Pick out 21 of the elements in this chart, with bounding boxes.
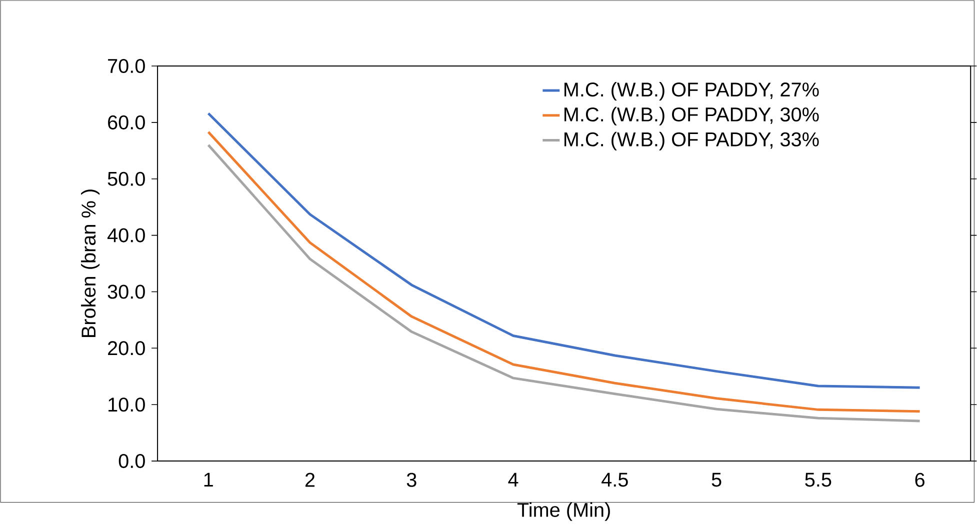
y-tick-label: 70.0 (108, 59, 145, 74)
x-tick-label: 5 (712, 473, 722, 487)
y-tick-label: 40.0 (107, 228, 145, 243)
y-tick-label: 50.0 (108, 172, 145, 186)
x-tick-label: 5.5 (805, 473, 832, 487)
y-tick-label: 60.0 (108, 116, 145, 130)
y-tick-label: 10.0 (108, 398, 145, 412)
x-tick-label: 3 (406, 473, 416, 488)
x-tick-label: 6 (915, 473, 924, 488)
x-tick-label: 1 (204, 473, 213, 487)
y-axis-title: Broken (bran % ) (81, 190, 100, 338)
x-axis-title: Time (Min) (517, 502, 610, 522)
x-tick-label: 4 (508, 473, 518, 487)
x-tick-label: 4.5 (602, 473, 628, 487)
legend-label: M.C. (W.B.) OF PADDY, 30% (564, 107, 819, 126)
y-tick-label: 0.0 (118, 454, 145, 468)
y-tick-label: 30.0 (108, 284, 145, 299)
y-tick-label: 20.0 (108, 341, 145, 356)
legend-label: M.C. (W.B.) OF PADDY, 33% (564, 132, 819, 151)
x-tick-label: 2 (305, 473, 315, 487)
legend-label: M.C. (W.B.) OF PADDY, 27% (564, 82, 819, 101)
